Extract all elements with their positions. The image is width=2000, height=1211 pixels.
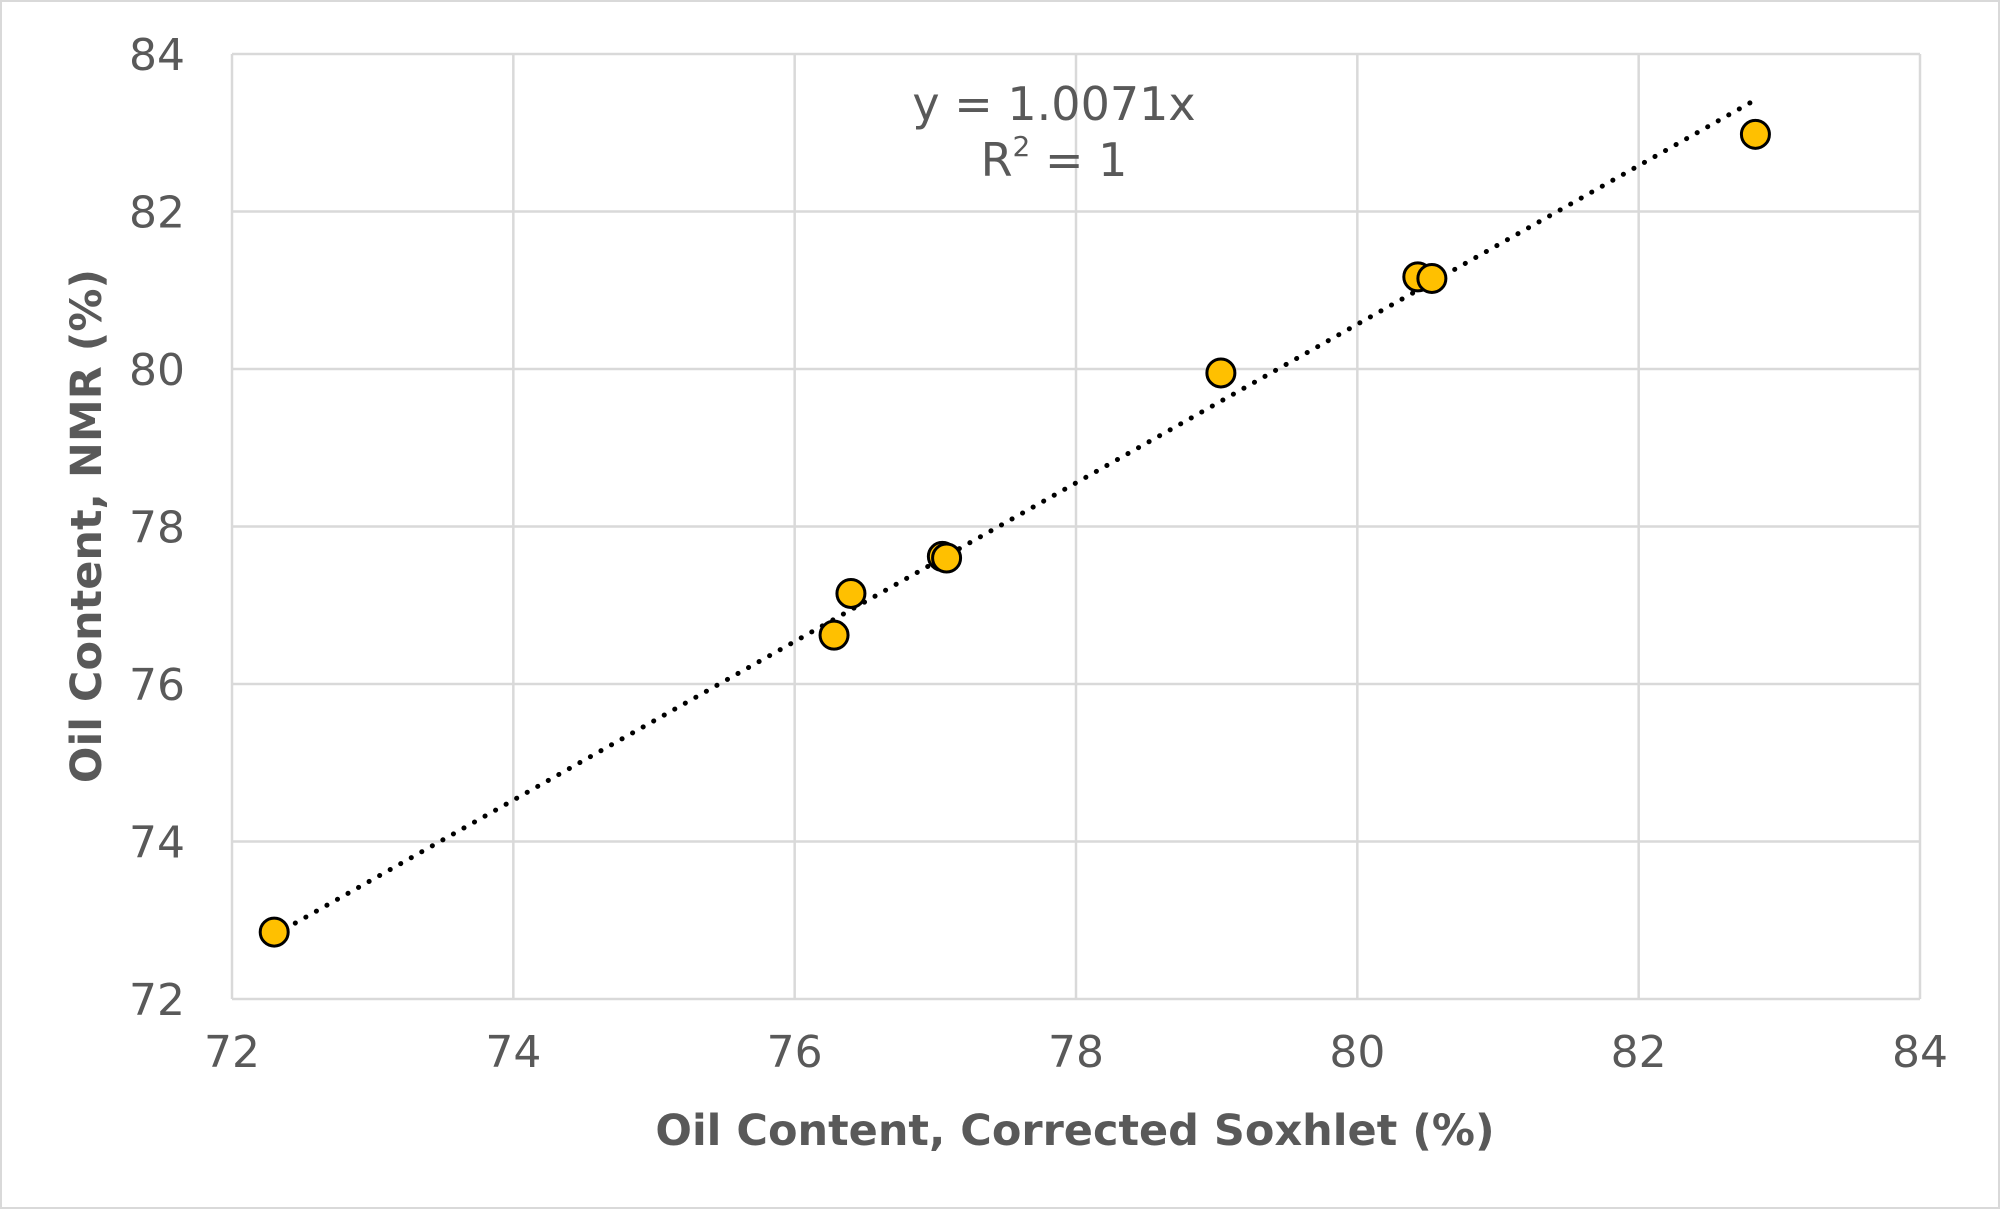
data-point [1416,262,1448,294]
y-tick-label: 78 [129,503,185,554]
data-point [1739,118,1771,150]
r2-prefix: R [981,133,1013,187]
y-tick-label: 74 [129,818,185,869]
x-tick-label: 84 [1892,1027,1948,1078]
y-tick-label: 84 [129,30,185,81]
data-points [258,118,1771,948]
tick-labels: 72 74 76 78 80 82 84 72 74 76 78 80 82 84 [129,30,1948,1078]
data-point [931,542,963,574]
y-tick-label: 82 [129,188,185,239]
x-tick-label: 76 [767,1027,823,1078]
y-tick-label: 80 [129,345,185,396]
r2-superscript: 2 [1013,130,1031,163]
trendline-equation: y = 1.0071x [912,77,1195,131]
x-tick-label: 74 [485,1027,541,1078]
trendline [271,99,1754,938]
r2-suffix: = 1 [1030,133,1127,187]
y-axis-title: Oil Content, NMR (%) [62,269,112,783]
y-tick-label: 76 [129,660,185,711]
x-tick-label: 72 [204,1027,260,1078]
x-tick-label: 80 [1329,1027,1385,1078]
x-tick-label: 78 [1048,1027,1104,1078]
trendline-layer [271,99,1754,938]
r-squared-label: R2 = 1 [981,130,1128,187]
data-point [835,577,867,609]
data-point [1205,357,1237,389]
gridlines [230,52,1922,1001]
data-point [818,619,850,651]
data-point [258,916,290,948]
y-tick-label: 72 [129,975,185,1026]
x-axis-title: Oil Content, Corrected Soxhlet (%) [655,1106,1494,1156]
x-tick-label: 82 [1611,1027,1667,1078]
